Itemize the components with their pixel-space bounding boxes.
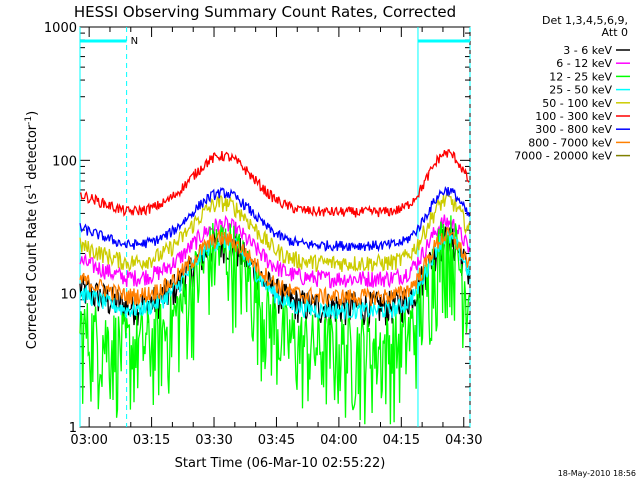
legend-label: 50 - 100 keV xyxy=(542,97,612,110)
y-tick-label: 100 xyxy=(52,154,77,169)
x-tick-label: 03:00 xyxy=(70,433,107,448)
series-line xyxy=(79,149,470,218)
x-tick-label: 03:30 xyxy=(195,433,232,448)
legend-label: 300 - 800 keV xyxy=(535,123,612,136)
x-tick-label: 03:45 xyxy=(258,433,295,448)
y-tick-labels: 1 10 100 1000 xyxy=(44,21,77,436)
legend-label: 12 - 25 keV xyxy=(549,70,612,83)
x-tick-labels: 03:00 03:15 03:30 03:45 04:00 04:15 04:30 xyxy=(70,433,482,448)
y-axis-label: Corrected Count Rate (s-1 detector-1) xyxy=(24,111,40,349)
y-tick-label: 10 xyxy=(60,288,77,303)
saa-label: N xyxy=(131,36,138,47)
timestamp: 18-May-2010 18:56 xyxy=(558,469,636,478)
legend-header-line1: Det 1,3,4,5,6,9, xyxy=(542,14,628,27)
series-layer xyxy=(79,149,470,425)
legend-label: 6 - 12 keV xyxy=(556,57,612,70)
x-tick-label: 04:15 xyxy=(383,433,420,448)
legend-header-line2: Att 0 xyxy=(602,26,628,39)
series-line xyxy=(79,191,470,273)
series-line xyxy=(79,215,470,425)
x-tick-label: 04:00 xyxy=(320,433,357,448)
x-tick-label: 03:15 xyxy=(133,433,170,448)
legend-label: 100 - 300 keV xyxy=(535,110,612,123)
legend-label: 800 - 7000 keV xyxy=(528,136,612,149)
x-axis-label: Start Time (06-Mar-10 02:55:22) xyxy=(175,456,386,471)
y-tick-label: 1 xyxy=(69,421,77,436)
chart-title: HESSI Observing Summary Count Rates, Cor… xyxy=(74,3,456,21)
series-line xyxy=(79,226,470,307)
legend-label: 25 - 50 keV xyxy=(549,84,612,97)
series-line xyxy=(79,186,470,253)
series-line xyxy=(79,214,470,289)
legend-label: 3 - 6 keV xyxy=(563,44,612,57)
y-tick-label: 1000 xyxy=(44,21,77,36)
legend-label: 7000 - 20000 keV xyxy=(514,150,612,163)
series-line xyxy=(79,230,470,320)
x-tick-label: 04:30 xyxy=(445,433,482,448)
